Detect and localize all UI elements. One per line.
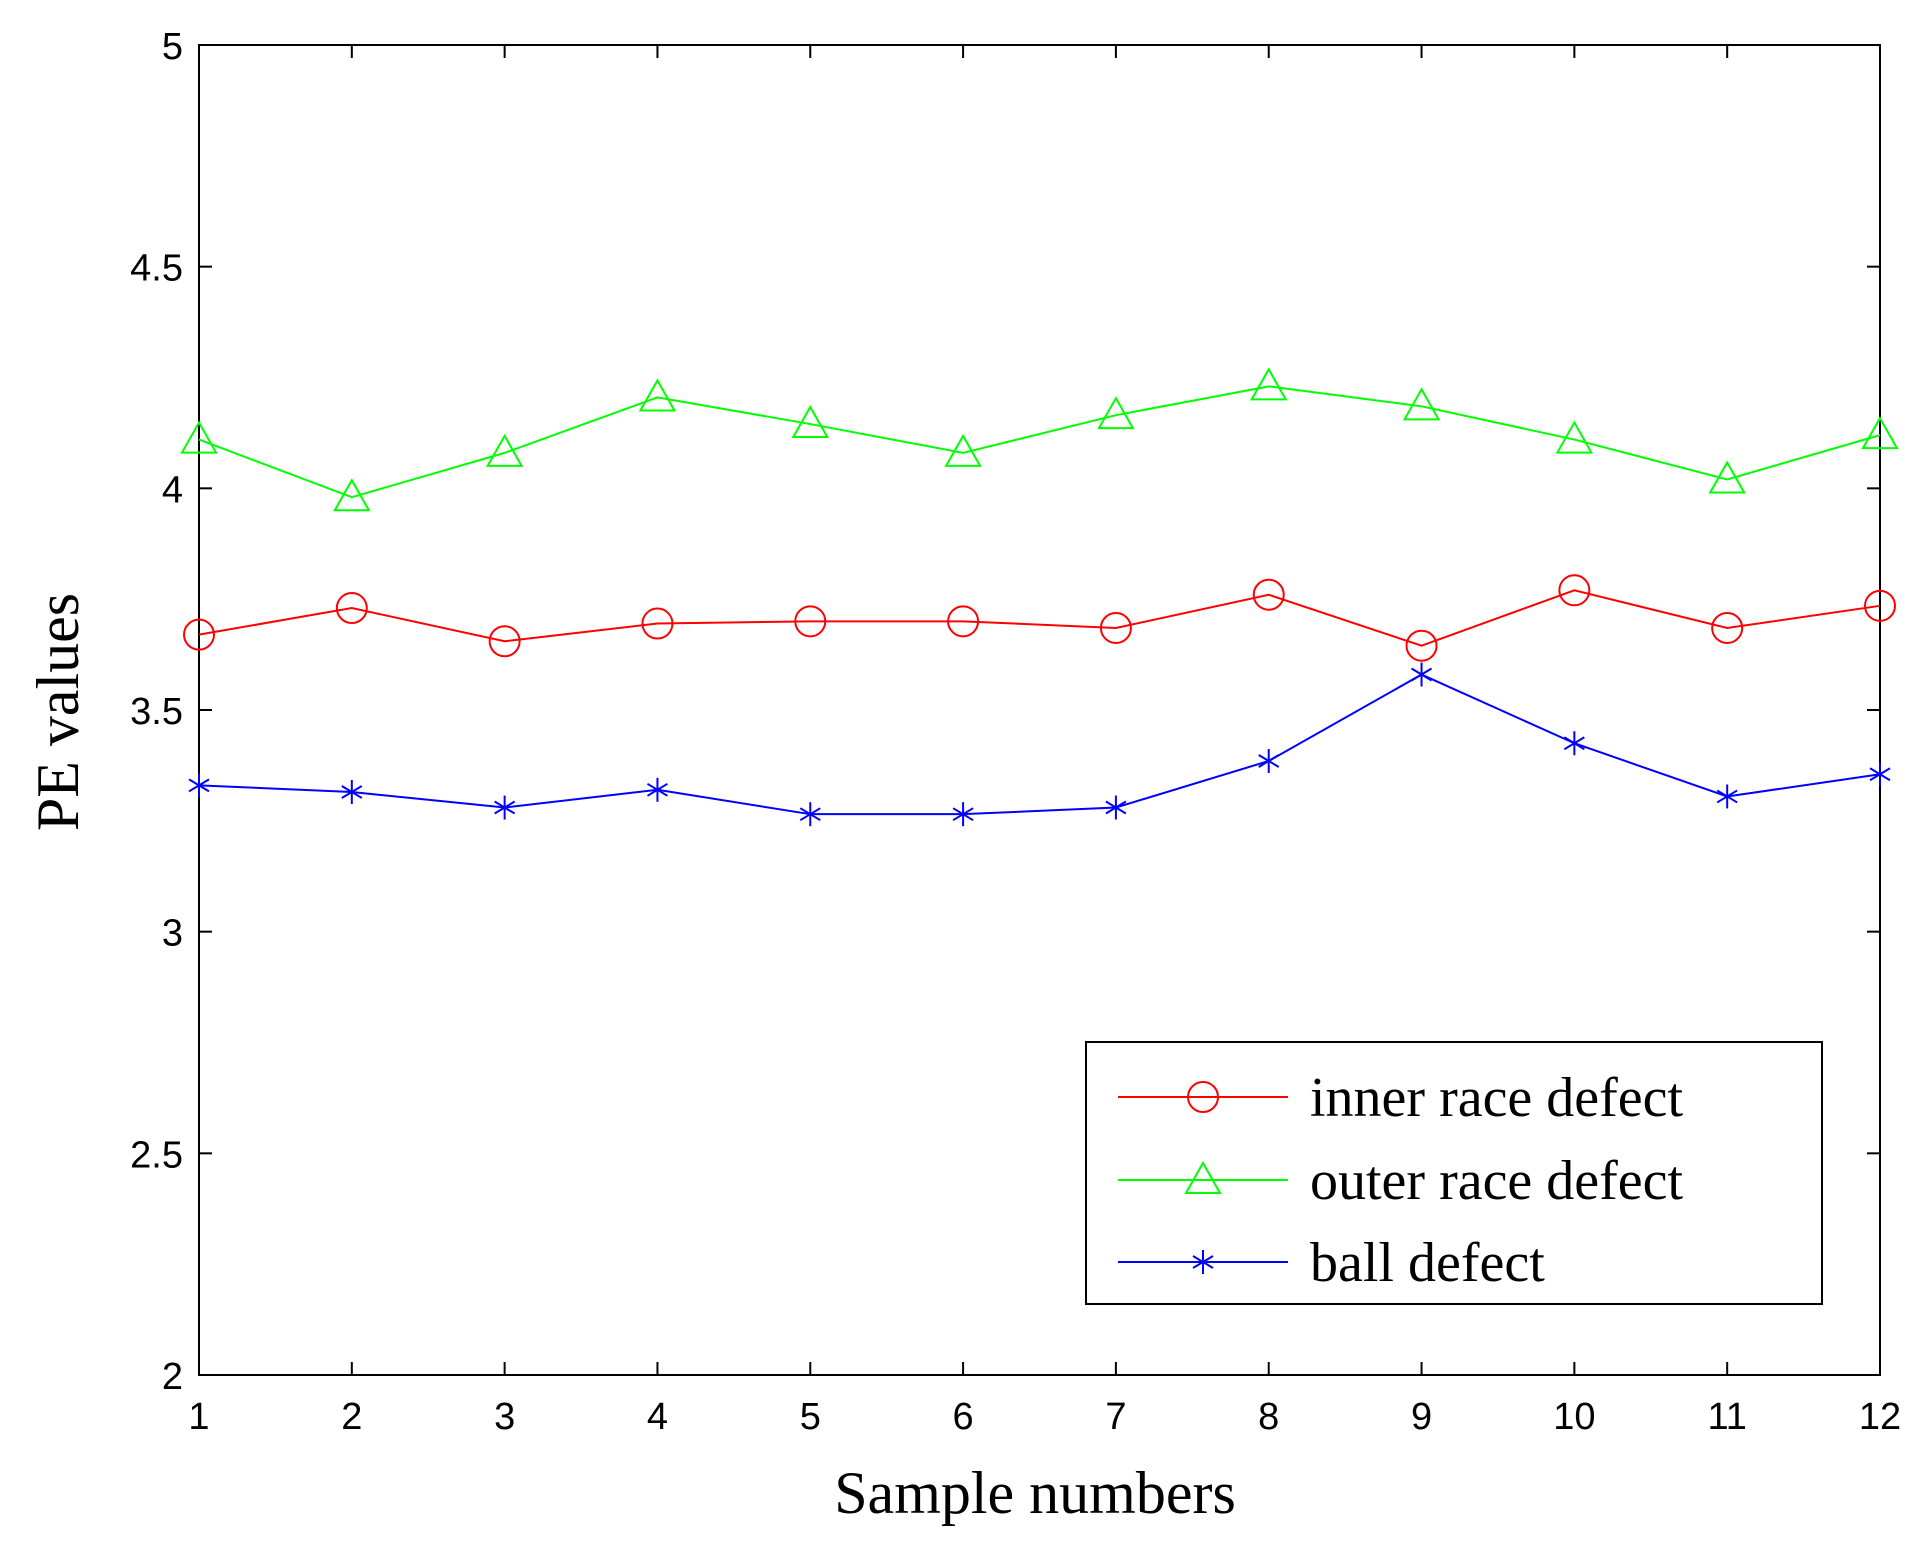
legend-marker-star [1192, 1250, 1214, 1274]
data-point-triangle [1402, 387, 1441, 421]
data-point-triangle [180, 420, 218, 454]
data-point-star [1869, 762, 1891, 787]
series-line [198, 589, 1881, 647]
data-point-star [952, 802, 974, 827]
data-point-circle [794, 605, 827, 638]
data-point-triangle [791, 405, 829, 439]
legend-label: outer race defect [1310, 1150, 1683, 1212]
data-point-circle [947, 605, 980, 638]
y-tick-label: 3 [162, 913, 183, 955]
data-point-circle [1252, 578, 1285, 611]
data-point-circle [641, 607, 674, 640]
data-point-circle [1099, 611, 1132, 644]
data-point-star [799, 802, 821, 827]
data-point-triangle [333, 478, 371, 512]
series-inner-race-defect [183, 574, 1896, 662]
data-point-circle [1558, 574, 1591, 607]
y-tick-label: 5 [162, 26, 183, 68]
data-point-star [1563, 731, 1585, 756]
data-point-triangle [638, 378, 677, 412]
legend-label: inner race defect [1310, 1067, 1683, 1129]
data-point-triangle [1555, 420, 1594, 454]
data-point-circle [1405, 629, 1438, 662]
data-point-star [1105, 795, 1127, 820]
legend-item: ball defect [1118, 1232, 1545, 1294]
data-point-star [494, 795, 516, 820]
data-point-triangle [944, 433, 982, 467]
x-tick-label: 7 [1105, 1396, 1126, 1438]
y-tick-label: 2 [162, 1356, 183, 1398]
legend-item: inner race defect [1118, 1067, 1683, 1129]
series-ball-defect [188, 662, 1891, 827]
x-tick-label: 8 [1258, 1396, 1279, 1438]
legend-item: outer race defect [1118, 1150, 1683, 1212]
data-point-star [1716, 784, 1738, 809]
data-point-triangle [1097, 396, 1135, 430]
data-point-circle [183, 618, 215, 651]
y-axis-title: PE values [25, 593, 91, 831]
x-axis-title: Sample numbers [834, 1460, 1236, 1526]
data-point-star [1411, 662, 1433, 687]
data-point-star [341, 780, 363, 805]
data-point-star [646, 777, 668, 802]
x-tick-label: 6 [953, 1396, 974, 1438]
x-tick-label: 1 [188, 1396, 209, 1438]
x-tick-label: 10 [1553, 1396, 1595, 1438]
legend-marker-triangle [1184, 1160, 1222, 1194]
y-tick-label: 4.5 [130, 248, 183, 290]
series-line [198, 385, 1881, 499]
x-tick-label: 5 [800, 1396, 821, 1438]
data-point-circle [1864, 589, 1896, 622]
data-point-circle [335, 592, 368, 625]
x-tick-label: 3 [494, 1396, 515, 1438]
x-tick-label: 2 [341, 1396, 362, 1438]
series-outer-race-defect [180, 367, 1899, 512]
legend-label: ball defect [1310, 1232, 1545, 1294]
data-point-triangle [1861, 416, 1899, 450]
data-point-star [188, 773, 210, 798]
x-tick-label: 12 [1859, 1396, 1901, 1438]
legend: inner race defect outer race defect ball d… [1085, 1041, 1823, 1305]
series-line [198, 673, 1881, 816]
y-tick-label: 3.5 [130, 691, 183, 733]
legend-marker-circle [1187, 1081, 1219, 1113]
data-point-circle [488, 625, 521, 658]
y-tick-label: 4 [162, 469, 183, 511]
x-tick-label: 9 [1411, 1396, 1432, 1438]
x-tick-label: 4 [647, 1396, 668, 1438]
data-point-triangle [1250, 367, 1288, 401]
data-series [180, 367, 1899, 827]
data-point-triangle [1708, 460, 1746, 494]
x-tick-label: 11 [1707, 1396, 1746, 1438]
data-point-circle [1711, 611, 1744, 644]
data-point-star [1258, 748, 1280, 773]
data-point-triangle [485, 433, 524, 467]
y-tick-label: 2.5 [130, 1134, 183, 1176]
